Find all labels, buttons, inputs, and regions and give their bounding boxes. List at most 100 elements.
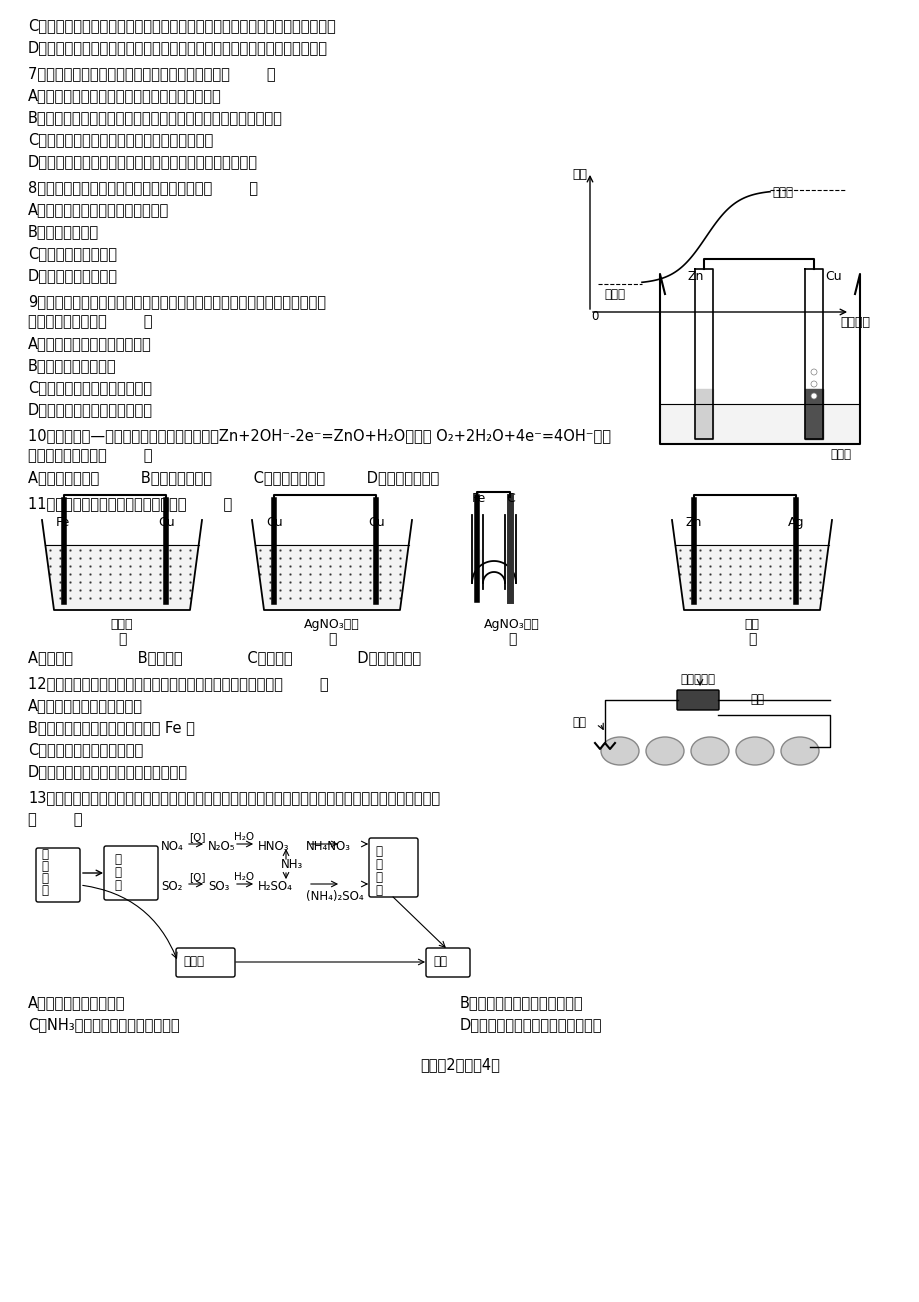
Ellipse shape <box>645 737 683 766</box>
Text: N₂O₅: N₂O₅ <box>208 840 235 853</box>
Text: Ag: Ag <box>788 516 803 529</box>
Text: Fe: Fe <box>56 516 70 529</box>
Text: C．铁环失电子发生氧化反应: C．铁环失电子发生氧化反应 <box>28 742 143 756</box>
Text: 9．右图所示装置中，有铜和锌两个电极，电解质溶液为稀硫酸，关于该装置: 9．右图所示装置中，有铜和锌两个电极，电解质溶液为稀硫酸，关于该装置 <box>28 294 325 309</box>
Text: 烧: 烧 <box>41 884 48 897</box>
Text: B．铜片表面产生气泡: B．铜片表面产生气泡 <box>28 358 117 372</box>
Text: 颗粒物: 颗粒物 <box>183 954 204 967</box>
Text: AgNO₃溶液: AgNO₃溶液 <box>304 618 359 631</box>
Text: 发光二极管: 发光二极管 <box>679 673 714 686</box>
FancyBboxPatch shape <box>176 948 234 976</box>
Text: C: C <box>505 492 515 505</box>
Text: D．电流从锌片经导线流向铜片: D．电流从锌片经导线流向铜片 <box>28 402 153 417</box>
Text: D．可将柠檬替换成盛装酒精溶液的装置: D．可将柠檬替换成盛装酒精溶液的装置 <box>28 764 187 779</box>
Text: NO₄: NO₄ <box>161 840 184 853</box>
Polygon shape <box>472 549 482 578</box>
Text: 粒: 粒 <box>375 884 381 897</box>
Text: 无: 无 <box>375 845 381 858</box>
Text: （        ）: （ ） <box>28 812 83 827</box>
Text: 11．下列装置中，能构成原电池的是（        ）: 11．下列装置中，能构成原电池的是（ ） <box>28 496 232 510</box>
Text: Fe: Fe <box>471 492 486 505</box>
Text: 能量: 能量 <box>572 168 586 181</box>
Text: SO₃: SO₃ <box>208 880 229 893</box>
Text: 试卷第2页，共4页: 试卷第2页，共4页 <box>420 1057 499 1072</box>
Text: 8．下列反应中能量变化趋势与右图一致的是（        ）: 8．下列反应中能量变化趋势与右图一致的是（ ） <box>28 180 257 195</box>
Polygon shape <box>255 546 408 611</box>
Text: 稀硫酸: 稀硫酸 <box>829 448 850 461</box>
Text: B．化学反应中的能量变化，除了热能外，还可以是光能、电能等: B．化学反应中的能量变化，除了热能外，还可以是光能、电能等 <box>28 109 282 125</box>
Ellipse shape <box>690 737 728 766</box>
Text: A．负极，还原剂         B．负极，氧化剂         C．正极，还原剂         D．正极，氧化剂: A．负极，还原剂 B．负极，氧化剂 C．正极，还原剂 D．正极，氧化剂 <box>28 470 438 486</box>
Text: A．只有甲              B．只有乙              C．只有丙              D．除乙均可以: A．只有甲 B．只有乙 C．只有丙 D．除乙均可以 <box>28 650 421 665</box>
Polygon shape <box>505 549 515 578</box>
Text: B．酸碱中和反应: B．酸碱中和反应 <box>28 224 99 240</box>
Text: 酒精: 酒精 <box>743 618 759 631</box>
Text: H₂SO₄: H₂SO₄ <box>257 880 292 893</box>
Text: C．NH₃是形成无机颗粒物的催化剂: C．NH₃是形成无机颗粒物的催化剂 <box>28 1017 179 1032</box>
Text: A．雾和霾的分散剂相同: A．雾和霾的分散剂相同 <box>28 995 125 1010</box>
Text: A．氢氧化钡晶体与氯化铵晶体混合: A．氢氧化钡晶体与氯化铵晶体混合 <box>28 202 169 217</box>
Text: 乙: 乙 <box>327 631 335 646</box>
Text: [O]: [O] <box>188 872 205 881</box>
Text: NH₄NO₃: NH₄NO₃ <box>306 840 351 853</box>
Text: 丁: 丁 <box>747 631 755 646</box>
Text: B．雾霾中含有硝酸铵和硫酸铵: B．雾霾中含有硝酸铵和硫酸铵 <box>460 995 583 1010</box>
Text: 反应过程: 反应过程 <box>839 316 869 329</box>
Text: 反应物: 反应物 <box>604 288 624 301</box>
Ellipse shape <box>780 737 818 766</box>
Text: 7．关于吸热反应和放热反应，下列说法错误的是（        ）: 7．关于吸热反应和放热反应，下列说法错误的是（ ） <box>28 66 276 81</box>
Text: AgNO₃溶液: AgNO₃溶液 <box>483 618 539 631</box>
Text: 体: 体 <box>114 866 121 879</box>
FancyBboxPatch shape <box>425 948 470 976</box>
Text: 雾霾: 雾霾 <box>433 954 447 967</box>
Text: 0: 0 <box>590 310 597 323</box>
FancyBboxPatch shape <box>369 838 417 897</box>
Text: Cu: Cu <box>266 516 282 529</box>
Text: A．铁环作为柠檬电池的正极: A．铁环作为柠檬电池的正极 <box>28 698 142 713</box>
Text: A．化学反应过程中的能量变化服从能量守恒定律: A．化学反应过程中的能量变化服从能量守恒定律 <box>28 89 221 103</box>
Text: 10．已知空气—锌电池的电极反应为：锌片：Zn+2OH⁻-2e⁻=ZnO+H₂O，石墨 O₂+2H₂O+4e⁻=4OH⁻；根: 10．已知空气—锌电池的电极反应为：锌片：Zn+2OH⁻-2e⁻=ZnO+H₂O… <box>28 428 610 443</box>
Text: NH₃: NH₃ <box>280 858 303 871</box>
Text: SO₂: SO₂ <box>161 880 182 893</box>
Text: Zn: Zn <box>686 516 701 529</box>
Text: HNO₃: HNO₃ <box>257 840 289 853</box>
Text: 气: 气 <box>114 853 121 866</box>
Text: (NH₄)₂SO₄: (NH₄)₂SO₄ <box>306 891 363 904</box>
Text: 燃: 燃 <box>41 848 48 861</box>
Text: 铁环: 铁环 <box>572 716 585 729</box>
FancyBboxPatch shape <box>104 846 158 900</box>
Text: 12．右图为发光二极管连接柠檬电池装置，下列说法正确的是（        ）: 12．右图为发光二极管连接柠檬电池装置，下列说法正确的是（ ） <box>28 676 328 691</box>
Ellipse shape <box>735 737 773 766</box>
FancyBboxPatch shape <box>676 690 719 710</box>
Text: [O]: [O] <box>188 832 205 842</box>
Text: 燃: 燃 <box>41 872 48 885</box>
Text: 丙: 丙 <box>507 631 516 646</box>
Text: C．电子从锌片经导线流向铜片: C．电子从锌片经导线流向铜片 <box>28 380 152 395</box>
Text: H₂O: H₂O <box>233 832 254 842</box>
Polygon shape <box>45 546 199 611</box>
Text: 据此判断，锌片是（        ）: 据此判断，锌片是（ ） <box>28 448 153 464</box>
Text: D．反应物的总能量高于生成物的总能量时，发生放热反应: D．反应物的总能量高于生成物的总能量时，发生放热反应 <box>28 154 257 169</box>
Circle shape <box>811 381 816 387</box>
FancyBboxPatch shape <box>36 848 80 902</box>
Text: 铜线: 铜线 <box>749 693 763 706</box>
Text: C．木炭在氧气中燃烧: C．木炭在氧气中燃烧 <box>28 246 117 260</box>
Text: 颗: 颗 <box>375 871 381 884</box>
Text: Zn: Zn <box>687 270 704 283</box>
Text: Cu: Cu <box>158 516 175 529</box>
Ellipse shape <box>600 737 639 766</box>
Text: D．生石灰和水的反应: D．生石灰和水的反应 <box>28 268 118 283</box>
Text: H₂O: H₂O <box>233 872 254 881</box>
Text: 的叙述，错误的是（        ）: 的叙述，错误的是（ ） <box>28 314 153 329</box>
Text: D．雾霾的形成与过度施用氮肥有关: D．雾霾的形成与过度施用氮肥有关 <box>460 1017 602 1032</box>
Circle shape <box>811 368 816 375</box>
Text: 生成物: 生成物 <box>771 186 792 199</box>
Polygon shape <box>675 546 828 611</box>
Text: D．在一个确定的化学反应体系中，反应物的总能量总是高于生成物的总能量: D．在一个确定的化学反应体系中，反应物的总能量总是高于生成物的总能量 <box>28 40 328 55</box>
Text: B．电子由发光二极管经导线流向 Fe 环: B．电子由发光二极管经导线流向 Fe 环 <box>28 720 195 736</box>
Text: Cu: Cu <box>824 270 841 283</box>
Text: Cu: Cu <box>368 516 384 529</box>
Text: 物: 物 <box>114 879 121 892</box>
Text: C．在一个确定的化学反应体系中，反应物的总能量与生成物的总能量一定相同: C．在一个确定的化学反应体系中，反应物的总能量与生成物的总能量一定相同 <box>28 18 335 33</box>
Text: 机: 机 <box>375 858 381 871</box>
